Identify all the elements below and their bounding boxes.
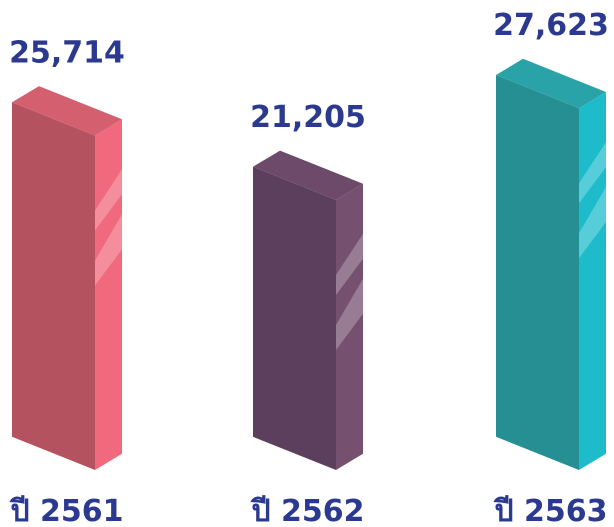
category-label: ปี 2561 — [9, 494, 124, 527]
value-label: 25,714 — [9, 35, 125, 70]
category-label: ปี 2563 — [493, 494, 608, 527]
bar-shine — [579, 187, 606, 259]
category-label: ปี 2562 — [250, 494, 365, 527]
bar — [12, 86, 122, 470]
bar-shine — [336, 233, 363, 295]
value-label: 27,623 — [493, 8, 609, 43]
bar-side — [336, 183, 363, 470]
bar-side — [579, 92, 606, 470]
bar-shine — [95, 169, 122, 231]
bar-front — [12, 102, 95, 470]
bar-front — [253, 166, 336, 470]
bar-top — [12, 86, 122, 136]
bar-top — [496, 58, 606, 109]
bar-side — [95, 119, 122, 470]
bar-shine — [336, 278, 363, 350]
value-label: 21,205 — [250, 100, 366, 135]
bar-top — [253, 150, 363, 200]
bar-shine — [579, 142, 606, 204]
bar — [496, 58, 606, 470]
bar-front — [496, 75, 579, 470]
bar — [253, 150, 363, 470]
bar-shine — [95, 214, 122, 286]
